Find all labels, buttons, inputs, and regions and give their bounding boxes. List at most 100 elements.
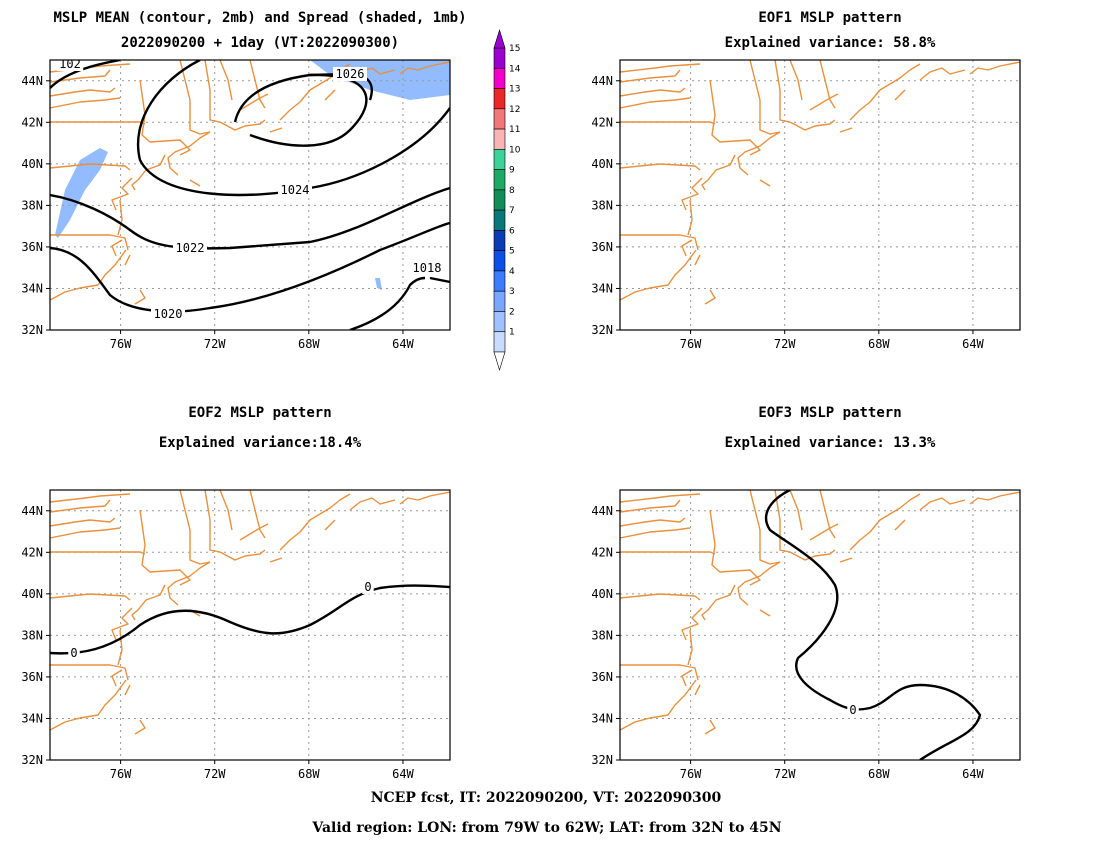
lat-tick-label: 36N: [591, 240, 613, 254]
contour-label-bg: [173, 241, 207, 255]
lon-tick-label: 64W: [962, 337, 984, 351]
map-panel-eof3: EOF3 MSLP pattern Explained variance: 13.…: [591, 405, 1021, 781]
contour-label: 102: [59, 57, 81, 71]
colorbar-segment: [493, 149, 506, 170]
panel-title: EOF1 MSLP pattern: [758, 10, 901, 26]
map-panel-mean: MSLP MEAN (contour, 2mb) and Spread (sha…: [21, 10, 466, 351]
lat-tick-label: 42N: [21, 545, 43, 559]
footer-line-2: Valid region: LON: from 79W to 62W; LAT:…: [311, 820, 781, 836]
map-frame: [49, 59, 451, 331]
colorbar-label: 8: [509, 186, 515, 196]
lat-tick-label: 34N: [21, 281, 43, 295]
lon-tick-label: 72W: [204, 337, 226, 351]
contour-line: [429, 276, 450, 284]
colorbar-segment: [493, 209, 506, 231]
map-area: 1026 1024 1022 1020 1018 102: [50, 57, 450, 330]
contour-line: [233, 72, 373, 123]
colorbar-segment: [493, 169, 506, 191]
lat-tick-label: 38N: [591, 628, 613, 642]
lon-tick-label: 72W: [774, 337, 796, 351]
lat-tick-label: 44N: [591, 74, 613, 88]
contour-label-bg: [68, 646, 80, 660]
colorbar-segment: [493, 128, 506, 150]
colorbar-label: 4: [509, 267, 515, 277]
lon-tick-label: 64W: [392, 767, 414, 781]
map-area: 00: [50, 490, 450, 760]
coastline: [620, 60, 1020, 305]
contour-label: 1020: [154, 307, 183, 321]
contour-label-bg: [278, 183, 312, 197]
lat-tick-label: 42N: [21, 115, 43, 129]
lat-tick-label: 40N: [591, 587, 613, 601]
spread-shading: [55, 148, 108, 238]
lat-tick-label: 32N: [21, 753, 43, 767]
lon-tick-label: 72W: [204, 767, 226, 781]
lon-tick-label: 76W: [680, 337, 702, 351]
lon-tick-label: 68W: [298, 337, 320, 351]
contour-label: 1022: [176, 241, 205, 255]
colorbar-bottom-arrow: [493, 351, 506, 372]
lon-tick-label: 76W: [680, 767, 702, 781]
lat-tick-label: 32N: [21, 323, 43, 337]
contour-line: [764, 490, 982, 760]
lat-tick-label: 34N: [591, 281, 613, 295]
colorbar-segment: [493, 250, 506, 272]
colorbar-label: 6: [509, 226, 515, 236]
colorbar-label: 14: [509, 64, 521, 74]
contour-label-bg: [847, 703, 859, 717]
lat-tick-label: 36N: [21, 670, 43, 684]
contour-label: 0: [364, 580, 371, 594]
colorbar-segment: [493, 189, 506, 211]
contour-line: [349, 276, 426, 330]
colorbar-segment: [493, 47, 506, 69]
lat-tick-label: 32N: [591, 323, 613, 337]
contour-line: [50, 584, 450, 655]
lat-tick-label: 40N: [591, 157, 613, 171]
lat-tick-label: 44N: [591, 504, 613, 518]
lon-tick-label: 76W: [110, 337, 132, 351]
lat-tick-label: 36N: [591, 670, 613, 684]
colorbar-segment: [493, 230, 506, 251]
colorbar-label: 5: [509, 247, 515, 257]
colorbar-top-arrow: [493, 28, 506, 49]
lon-tick-label: 72W: [774, 767, 796, 781]
colorbar-label: 12: [509, 105, 520, 115]
lat-tick-label: 40N: [21, 157, 43, 171]
contour-label-bg: [56, 60, 84, 71]
lat-tick-label: 36N: [21, 240, 43, 254]
colorbar-segment: [493, 331, 506, 353]
lat-tick-label: 38N: [21, 628, 43, 642]
lon-tick-label: 68W: [298, 767, 320, 781]
map-panel-eof2: EOF2 MSLP pattern Explained variance:18.4…: [21, 405, 451, 781]
lon-tick-label: 68W: [868, 337, 890, 351]
colorbar-segment: [493, 290, 506, 312]
lat-tick-label: 34N: [591, 711, 613, 725]
contour-line: [50, 60, 121, 89]
lon-tick-label: 64W: [392, 337, 414, 351]
panels-layer: MSLP MEAN (contour, 2mb) and Spread (sha…: [21, 10, 1021, 781]
map-area: [620, 60, 1020, 330]
colorbar-label: 15: [509, 44, 520, 54]
panel-subtitle: Explained variance: 13.3%: [725, 435, 936, 451]
coastline: [620, 490, 1020, 735]
panel-title: MSLP MEAN (contour, 2mb) and Spread (sha…: [53, 10, 466, 26]
colorbar-segment: [493, 88, 506, 110]
contour-label: 1024: [281, 183, 310, 197]
colorbar-label: 9: [509, 166, 515, 176]
lon-tick-label: 68W: [868, 767, 890, 781]
colorbar-segment: [493, 67, 506, 89]
lat-tick-label: 42N: [591, 545, 613, 559]
lat-tick-label: 42N: [591, 115, 613, 129]
colorbar-label: 13: [509, 85, 520, 95]
colorbar-label: 7: [509, 206, 515, 216]
lon-tick-label: 76W: [110, 767, 132, 781]
colorbar-segment: [493, 108, 506, 130]
map-area: 0: [620, 490, 1020, 760]
contour-label-bg: [151, 307, 185, 321]
colorbar-label: 11: [509, 125, 520, 135]
colorbar-segment: [493, 311, 506, 333]
contour-label-bg: [410, 261, 444, 275]
contour-line: [50, 186, 450, 250]
map-frame: [619, 489, 1021, 761]
